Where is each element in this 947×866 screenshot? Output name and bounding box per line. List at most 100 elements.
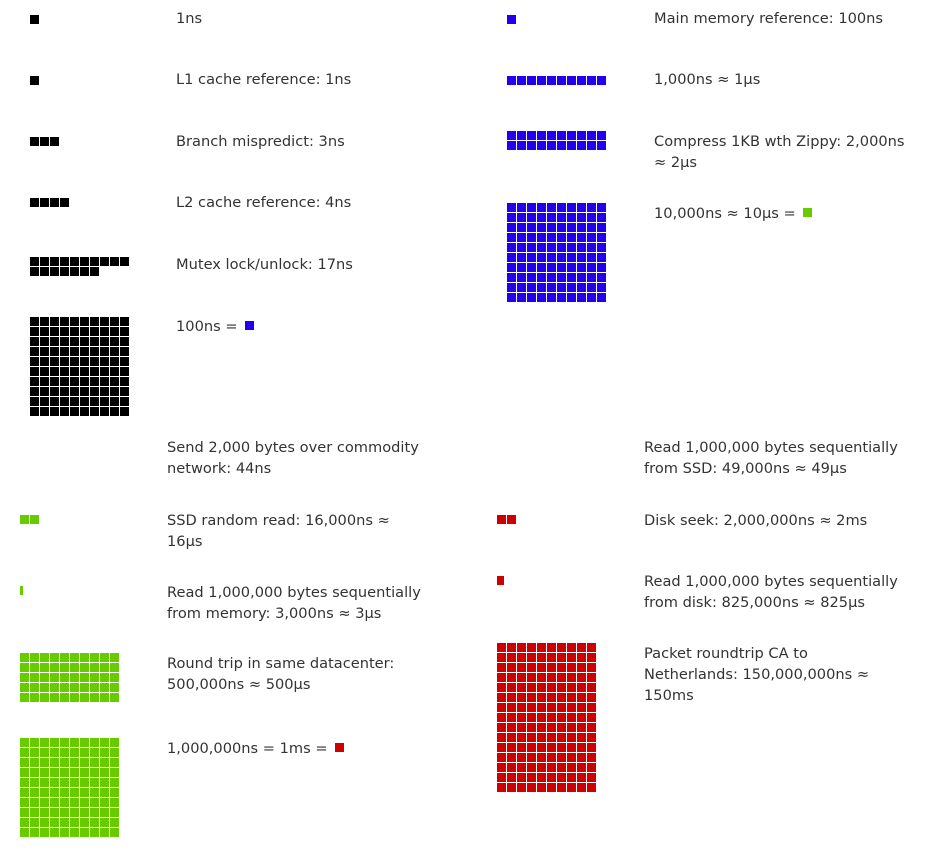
- glyph-unit: [40, 828, 49, 837]
- label-text: Read 1,000,000 bytes sequentially from d…: [644, 573, 898, 611]
- glyph-unit: [567, 693, 576, 702]
- glyph-unit: [597, 273, 606, 282]
- glyph-unit: [40, 663, 49, 672]
- glyph-unit: [577, 213, 586, 222]
- glyph-unit: [497, 515, 506, 524]
- glyph-unit: [100, 317, 109, 326]
- glyph-unit: [90, 778, 99, 787]
- glyph-unit: [50, 377, 59, 386]
- glyph-unit: [20, 515, 29, 524]
- glyph-unit: [527, 643, 536, 652]
- glyph-unit: [527, 733, 536, 742]
- glyph-unit: [557, 223, 566, 232]
- glyph-unit: [527, 203, 536, 212]
- glyph-unit: [40, 758, 49, 767]
- glyph-unit: [537, 663, 546, 672]
- glyph-unit: [517, 733, 526, 742]
- glyph-unit: [70, 257, 79, 266]
- glyph-unit: [20, 768, 29, 777]
- glyph-unit: [507, 223, 516, 232]
- glyph-unit: [497, 783, 506, 792]
- glyph-unit: [517, 783, 526, 792]
- glyph-unit: [537, 743, 546, 752]
- glyph-unit: [587, 643, 596, 652]
- glyph-unit: [597, 263, 606, 272]
- glyph-unit: [30, 397, 39, 406]
- glyph-unit: [90, 337, 99, 346]
- glyph-unit: [50, 788, 59, 797]
- glyph-unit: [80, 387, 89, 396]
- glyph-unit: [100, 673, 109, 682]
- glyph-unit: [557, 773, 566, 782]
- glyph-unit: [60, 738, 69, 747]
- glyph-unit: [547, 653, 556, 662]
- label-text: Round trip in same datacenter: 500,000ns…: [167, 655, 395, 693]
- glyph-unit: [50, 663, 59, 672]
- glyph-unit: [70, 778, 79, 787]
- glyph-unit: [80, 738, 89, 747]
- glyph-unit: [60, 788, 69, 797]
- glyph-unit: [100, 808, 109, 817]
- glyph-unit: [547, 263, 556, 272]
- glyph-unit: [537, 753, 546, 762]
- glyph-unit: [80, 748, 89, 757]
- glyph-unit: [527, 223, 536, 232]
- glyph-unit: [577, 263, 586, 272]
- glyph-unit: [577, 683, 586, 692]
- glyph-unit: [30, 515, 39, 524]
- glyph-unit: [577, 76, 586, 85]
- glyph-unit: [507, 733, 516, 742]
- glyph-unit: [40, 377, 49, 386]
- glyph-unit: [30, 828, 39, 837]
- glyph-unit: [507, 763, 516, 772]
- glyph-unit: [587, 203, 596, 212]
- label-ns-1000000: 1,000,000ns = 1ms =: [167, 738, 345, 759]
- glyph-unit: [70, 267, 79, 276]
- glyph-unit: [70, 758, 79, 767]
- glyph-unit: [40, 137, 49, 146]
- glyph-unit: [567, 643, 576, 652]
- glyph-unit: [507, 723, 516, 732]
- glyph-unit: [30, 327, 39, 336]
- label-text: Send 2,000 bytes over commodity network:…: [167, 439, 419, 477]
- glyph-unit: [60, 397, 69, 406]
- glyph-unit: [587, 223, 596, 232]
- glyph-unit: [597, 253, 606, 262]
- glyph-unit: [557, 653, 566, 662]
- glyph-unit: [567, 763, 576, 772]
- glyph-unit: [597, 213, 606, 222]
- glyph-unit: [40, 738, 49, 747]
- glyph-unit: [597, 243, 606, 252]
- glyph-unit: [20, 808, 29, 817]
- glyph-unit: [60, 377, 69, 386]
- glyph-unit: [537, 673, 546, 682]
- glyph-unit: [80, 257, 89, 266]
- glyph-unit: [60, 758, 69, 767]
- glyph-unit: [527, 783, 536, 792]
- glyph-unit: [587, 733, 596, 742]
- glyph-unit: [110, 367, 119, 376]
- glyph-unit: [527, 213, 536, 222]
- glyph-unit: [547, 783, 556, 792]
- glyph-unit: [70, 768, 79, 777]
- glyph-unit: [100, 387, 109, 396]
- glyph-unit: [50, 748, 59, 757]
- glyph-unit: [507, 783, 516, 792]
- glyph-unit: [567, 773, 576, 782]
- glyph-unit: [20, 693, 29, 702]
- glyph-unit: [557, 76, 566, 85]
- glyph-unit: [120, 397, 129, 406]
- glyph-unit: [80, 377, 89, 386]
- glyph-unit: [537, 283, 546, 292]
- glyph-unit: [547, 213, 556, 222]
- glyph-unit: [497, 753, 506, 762]
- glyph-unit: [577, 243, 586, 252]
- label-l1-cache: L1 cache reference: 1ns: [176, 69, 351, 90]
- label-round-trip-dc: Round trip in same datacenter: 500,000ns…: [167, 653, 394, 695]
- glyph-unit: [60, 768, 69, 777]
- glyph-unit: [80, 798, 89, 807]
- glyph-unit: [120, 317, 129, 326]
- glyph-unit: [557, 263, 566, 272]
- glyph-unit: [547, 703, 556, 712]
- glyph-unit: [120, 337, 129, 346]
